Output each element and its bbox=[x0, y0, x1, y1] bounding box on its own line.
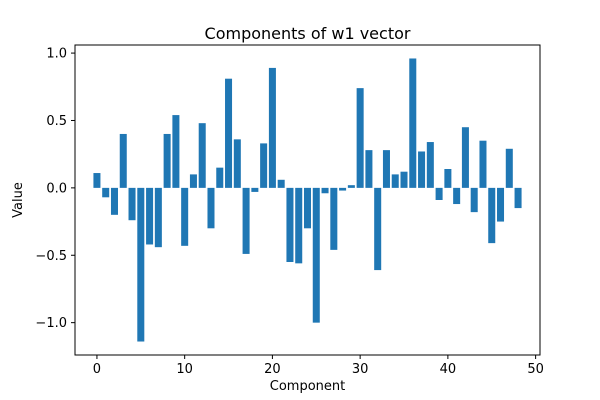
bar-component-12 bbox=[198, 123, 206, 188]
bar-component-44 bbox=[479, 140, 487, 188]
bar-component-24 bbox=[303, 187, 312, 229]
bar-component-18 bbox=[251, 187, 259, 192]
bar-component-2 bbox=[110, 187, 118, 215]
x-tick-label: 10 bbox=[176, 362, 193, 377]
bar-component-40 bbox=[444, 169, 452, 188]
x-tick-label: 30 bbox=[352, 362, 369, 377]
bar-component-15 bbox=[225, 78, 233, 188]
bars-group bbox=[93, 58, 522, 342]
y-tick-label: −1.0 bbox=[35, 316, 67, 331]
bar-component-31 bbox=[365, 150, 373, 188]
bar-component-11 bbox=[189, 174, 197, 188]
y-axis-label: Value bbox=[11, 182, 26, 218]
chart-title: Components of w1 vector bbox=[205, 24, 411, 43]
bar-component-21 bbox=[277, 179, 285, 188]
bar-component-8 bbox=[163, 133, 171, 188]
bar-component-1 bbox=[102, 187, 110, 198]
y-tick-label: 0.0 bbox=[46, 181, 67, 196]
bar-component-30 bbox=[356, 88, 364, 188]
bar-component-20 bbox=[268, 67, 276, 188]
bar-component-34 bbox=[391, 174, 399, 188]
x-tick-label: 20 bbox=[264, 362, 281, 377]
x-tick-label: 40 bbox=[440, 362, 457, 377]
bar-component-39 bbox=[435, 187, 443, 200]
bar-component-45 bbox=[488, 187, 496, 244]
bar-component-28 bbox=[339, 187, 347, 191]
bar-component-38 bbox=[426, 142, 434, 188]
ticks-group: 0 10 20 30 40 50 −1.0 −0.5 0.0 0.5 1.0 bbox=[35, 47, 543, 377]
bar-component-4 bbox=[128, 187, 136, 221]
plot-frame bbox=[74, 44, 541, 356]
bar-component-6 bbox=[146, 187, 154, 245]
bar-component-22 bbox=[286, 187, 294, 262]
bar-component-37 bbox=[418, 151, 426, 188]
x-tick-label: 50 bbox=[527, 362, 544, 377]
bar-component-14 bbox=[216, 167, 224, 188]
bar-component-46 bbox=[497, 187, 505, 222]
bar-component-17 bbox=[242, 187, 250, 254]
bar-component-26 bbox=[321, 187, 329, 194]
bar-component-35 bbox=[400, 171, 408, 188]
y-tick-label: 0.5 bbox=[46, 114, 67, 129]
x-axis-label: Component bbox=[270, 379, 345, 394]
bar-component-0 bbox=[93, 173, 101, 188]
bar-component-19 bbox=[260, 143, 268, 188]
bar-component-42 bbox=[461, 127, 469, 188]
bar-component-48 bbox=[514, 187, 522, 209]
bar-component-36 bbox=[409, 58, 417, 188]
bar-component-7 bbox=[154, 187, 162, 248]
bar-component-23 bbox=[295, 187, 303, 264]
bar-component-47 bbox=[505, 148, 513, 188]
bar-component-5 bbox=[137, 187, 145, 342]
bar-component-32 bbox=[374, 187, 382, 271]
bar-component-16 bbox=[233, 139, 241, 188]
bar-component-3 bbox=[119, 133, 127, 188]
bar-component-41 bbox=[453, 187, 461, 205]
bar-component-33 bbox=[382, 150, 390, 188]
y-tick-label: −0.5 bbox=[35, 249, 67, 264]
bar-component-13 bbox=[207, 187, 215, 229]
y-tick-label: 1.0 bbox=[46, 47, 67, 62]
bar-component-9 bbox=[172, 115, 180, 188]
bar-component-10 bbox=[181, 187, 189, 246]
bar-component-25 bbox=[312, 187, 320, 323]
bar-component-43 bbox=[470, 187, 478, 213]
bar-component-29 bbox=[347, 185, 355, 188]
bar-component-27 bbox=[330, 187, 338, 250]
x-tick-label: 0 bbox=[93, 362, 101, 377]
